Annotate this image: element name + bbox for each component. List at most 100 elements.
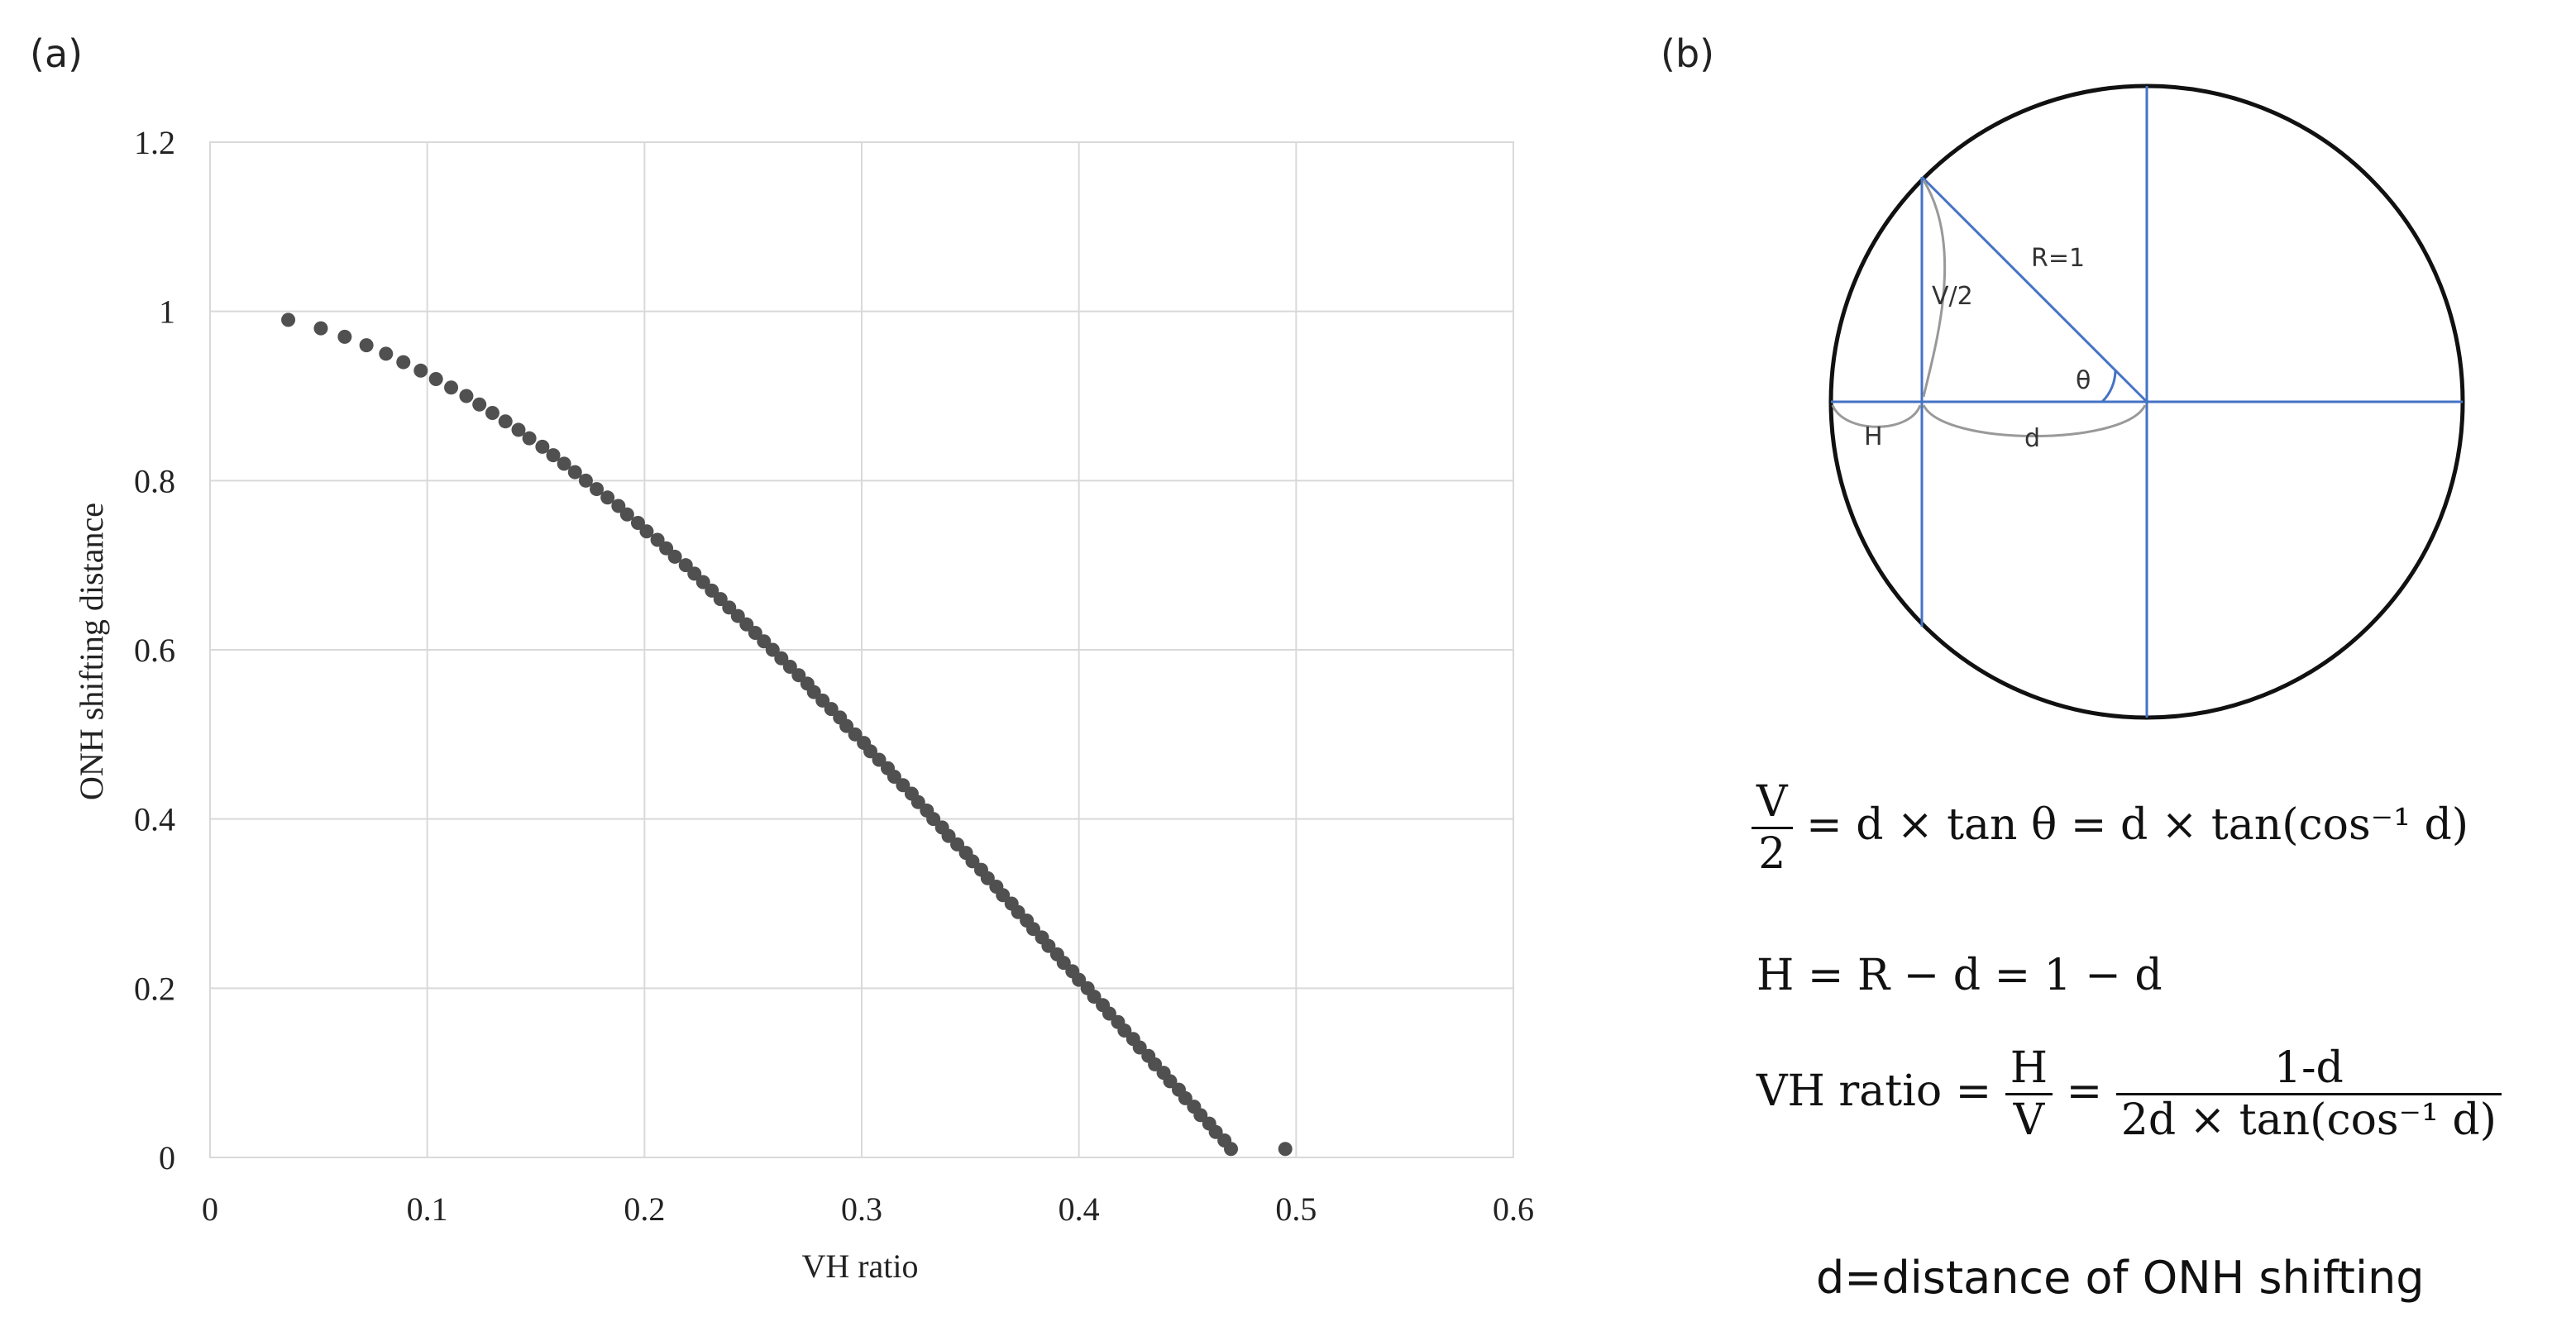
scatter-point bbox=[1178, 1090, 1192, 1105]
x-tick-label: 0.5 bbox=[1275, 1190, 1317, 1228]
v-half-bracket bbox=[1922, 179, 1947, 398]
scatter-point bbox=[839, 718, 854, 733]
frac-denominator: V bbox=[2013, 1095, 2045, 1145]
scatter-point bbox=[557, 456, 571, 471]
y-tick-label: 0 bbox=[159, 1139, 175, 1176]
scatter-point bbox=[567, 465, 582, 480]
formula-h: H = R − d = 1 − d bbox=[1756, 951, 2163, 1000]
scatter-point bbox=[1132, 1040, 1147, 1055]
x-axis-title: VH ratio bbox=[801, 1248, 918, 1285]
scatter-point bbox=[535, 439, 550, 454]
scatter-point bbox=[359, 338, 374, 353]
scatter-point bbox=[1056, 956, 1071, 971]
scatter-point bbox=[1193, 1108, 1208, 1123]
chart-axis-labels: 0 0.1 0.2 0.3 0.4 0.5 0.6 0 0.2 0.4 0.6 0.8 1 1.2 bbox=[134, 124, 1534, 1228]
frac-numerator: H bbox=[2005, 1043, 2053, 1095]
scatter-point bbox=[824, 702, 839, 717]
scatter-point bbox=[748, 626, 762, 641]
label-v-half: V/2 bbox=[1932, 282, 1973, 311]
scatter-point bbox=[667, 549, 682, 564]
y-tick-label: 1 bbox=[159, 293, 175, 331]
vh-ratio-equals: = bbox=[2053, 1066, 2116, 1116]
scatter-point bbox=[611, 499, 626, 513]
x-tick-label: 0.3 bbox=[841, 1190, 882, 1228]
scatter-point bbox=[619, 507, 634, 522]
theta-arc bbox=[2100, 370, 2117, 403]
chart-grid bbox=[209, 141, 1514, 1158]
formula-v-half-rest: = d × tan θ = d × tan(cos⁻¹ d) bbox=[1792, 800, 2469, 850]
scatter-point bbox=[965, 854, 980, 869]
scatter-point bbox=[705, 583, 719, 598]
scatter-point bbox=[498, 414, 513, 429]
scatter-point bbox=[996, 888, 1011, 903]
y-axis-title: ONH shifting distance bbox=[73, 503, 110, 800]
panel-label-a: (a) bbox=[30, 31, 84, 76]
scatter-point bbox=[650, 532, 665, 547]
scatter-point bbox=[730, 608, 745, 623]
chart-points bbox=[281, 313, 1293, 1157]
scatter-point bbox=[739, 617, 754, 632]
scatter-point bbox=[774, 651, 789, 666]
d-bracket bbox=[1922, 404, 2147, 437]
scatter-point bbox=[379, 346, 394, 361]
scatter-point bbox=[472, 397, 487, 412]
h-bracket bbox=[1831, 404, 1922, 428]
scatter-point bbox=[546, 448, 561, 463]
x-tick-label: 0.2 bbox=[624, 1190, 665, 1228]
geometry-diagram: R=1 V/2 θ H d bbox=[1828, 84, 2465, 720]
scatter-point bbox=[1102, 1006, 1116, 1021]
y-tick-label: 0.8 bbox=[134, 462, 175, 499]
frac-denominator: 2 bbox=[1758, 829, 1786, 879]
scatter-point bbox=[950, 837, 965, 852]
scatter-point bbox=[522, 431, 537, 446]
scatter-point bbox=[941, 828, 956, 843]
scatter-point bbox=[1224, 1142, 1239, 1157]
scatter-point bbox=[910, 794, 925, 809]
scatter-point bbox=[281, 313, 296, 327]
y-tick-label: 0.6 bbox=[134, 632, 175, 669]
scatter-point bbox=[887, 770, 901, 784]
scatter-point bbox=[428, 372, 443, 387]
scatter-point bbox=[980, 871, 995, 885]
frac-numerator: V bbox=[1752, 777, 1793, 829]
scatter-point bbox=[413, 363, 428, 378]
scatter-point bbox=[1117, 1023, 1132, 1038]
scatter-point bbox=[578, 473, 593, 488]
frac-numerator: 1-d bbox=[2115, 1043, 2502, 1095]
y-tick-label: 1.2 bbox=[134, 124, 175, 161]
scatter-point bbox=[1041, 938, 1056, 953]
scatter-point bbox=[757, 634, 772, 649]
scatter-point bbox=[765, 642, 780, 657]
scatter-point bbox=[590, 482, 605, 497]
scatter-point bbox=[782, 659, 797, 674]
scatter-point bbox=[639, 524, 654, 539]
diagram-caption: d=distance of ONH shifting bbox=[1816, 1252, 2425, 1304]
scatter-point bbox=[313, 321, 328, 336]
scatter-point bbox=[863, 744, 878, 759]
vh-ratio-lhs: VH ratio = bbox=[1756, 1066, 2005, 1116]
y-tick-label: 0.2 bbox=[134, 970, 175, 1007]
scatter-point bbox=[695, 575, 710, 589]
scatter-point bbox=[485, 405, 499, 420]
fraction-main: 1-d 2d × tan(cos⁻¹ d) bbox=[2115, 1043, 2502, 1145]
scatter-point bbox=[1163, 1074, 1178, 1089]
scatter-point bbox=[687, 566, 702, 581]
scatter-point bbox=[1087, 990, 1102, 1004]
scatter-point bbox=[848, 727, 863, 742]
scatter-point bbox=[630, 516, 645, 530]
scatter-point bbox=[722, 600, 737, 615]
frac-denominator: 2d × tan(cos⁻¹ d) bbox=[2120, 1095, 2497, 1145]
scatter-point bbox=[1011, 904, 1025, 919]
label-h: H bbox=[1864, 422, 1883, 451]
scatter-point bbox=[1026, 922, 1041, 937]
scatter-point bbox=[806, 685, 821, 699]
x-tick-label: 0.6 bbox=[1493, 1190, 1534, 1228]
scatter-point bbox=[511, 422, 526, 437]
x-tick-label: 0.4 bbox=[1059, 1190, 1100, 1228]
scatter-point bbox=[791, 668, 806, 683]
